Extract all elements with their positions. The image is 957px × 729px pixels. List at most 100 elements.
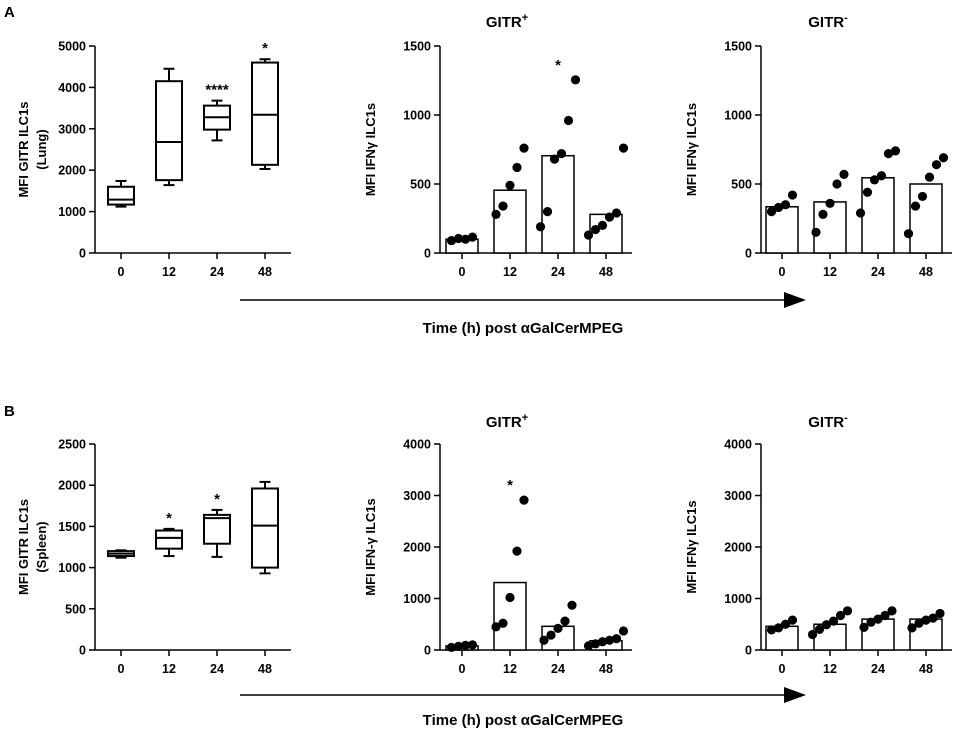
chart-a1-box-iqr [107, 185, 135, 206]
chart-b1-box-iqr [251, 487, 279, 569]
chart-b3-data-point [859, 622, 869, 632]
chart-a3-y-label: MFI IFNγ ILC1s [684, 103, 699, 196]
chart-b2-y-tick-label: 4000 [403, 438, 431, 452]
chart-a1-box-iqr [251, 61, 279, 166]
chart-b3-title: GITR- [808, 412, 848, 431]
chart-a2-data-point [611, 208, 622, 218]
chart-b2-data-point [453, 641, 464, 651]
chart-b2-y-tick-label: 1000 [403, 592, 431, 606]
chart-a2-data-point [491, 209, 501, 219]
chart-a1-significance: * [262, 40, 268, 57]
chart-a3-y-tick-label: 0 [745, 247, 752, 261]
chart-a2-data-point [604, 212, 615, 222]
chart-a3-data-point [787, 190, 798, 200]
chart-b1-box [251, 480, 279, 575]
chart-b3-data-point [880, 610, 890, 621]
chart-b1-x-tick-label: 24 [210, 662, 224, 676]
chart-b1-x-tick-label: 48 [258, 662, 272, 676]
chart-b3-data-point [907, 623, 917, 633]
chart-a1-y-tick-label: 3000 [58, 122, 86, 136]
time-axis-label-a: Time (h) post αGalCerMPEG [423, 320, 624, 337]
chart-b2-data-point [505, 592, 515, 603]
chart-a2-x-tick-label: 0 [459, 265, 466, 279]
chart-a2-data-point [583, 230, 594, 240]
chart-b2-data-point [491, 622, 501, 632]
chart-b1-y-label: (Spleen) [34, 521, 49, 572]
chart-b3-data-point [921, 615, 931, 625]
chart-a1-box [107, 179, 135, 208]
chart-a3-data-point [818, 209, 828, 219]
chart-a3-data-point [869, 175, 880, 185]
chart-a1-x-tick-label: 12 [162, 265, 176, 279]
chart-b3-data-point [766, 625, 777, 635]
chart-a3-data-point [883, 149, 894, 159]
chart-a1-y-tick-label: 2000 [58, 164, 86, 178]
chart-a1-significance: **** [205, 82, 229, 99]
chart-a3-data-point [903, 229, 914, 239]
chart-b2-x-tick-label: 0 [459, 662, 466, 676]
chart-b1-box [107, 549, 135, 559]
chart-a3-x-tick-label: 48 [919, 265, 933, 279]
chart-a3-data-point [910, 201, 921, 211]
chart-a1-box [203, 99, 231, 142]
chart-a2-bar [493, 189, 527, 254]
chart-a2-significance: * [555, 57, 561, 74]
chart-a1-y-label: (Lung) [34, 129, 49, 169]
chart-a3-data-point [839, 169, 849, 179]
chart-b2-significance: * [507, 477, 513, 494]
chart-a3: 0 500 1000 1500 0 12 24 48 MFI IFNγ ILC1s GITR- [684, 12, 952, 279]
chart-b3-x-tick-label: 48 [919, 662, 933, 676]
chart-b1-box [155, 527, 183, 558]
chart-a1-x-tick-label: 48 [258, 265, 272, 279]
chart-a2-x-tick-label: 24 [551, 265, 565, 279]
chart-b2-data-point [446, 642, 457, 653]
chart-b2-data-point [560, 616, 570, 626]
chart-b2-y-tick-label: 0 [424, 644, 431, 658]
chart-b1-significance: * [214, 491, 220, 508]
chart-b2-data-point [590, 639, 601, 649]
chart-a1-box [155, 67, 183, 187]
chart-a2-y-tick-label: 1000 [403, 109, 431, 123]
chart-b1-box-iqr [203, 513, 231, 545]
chart-a2-data-point [597, 220, 608, 230]
chart-b3-data-point [835, 610, 846, 621]
chart-a3-data-point [825, 198, 835, 208]
chart-b3-data-point [773, 623, 784, 633]
chart-b3-y-tick-label: 3000 [724, 489, 752, 503]
chart-b1-x-tick-label: 0 [118, 662, 125, 676]
chart-a3-bar [813, 201, 847, 254]
chart-a3-y-tick-label: 500 [731, 178, 752, 192]
chart-b3-data-point [828, 616, 839, 626]
chart-a1-box [251, 58, 279, 170]
panel-label-a: A [4, 4, 15, 21]
chart-b2: 0 1000 2000 3000 4000 0 12 24 48 MFI IFN-γ ILC1s G… [363, 412, 632, 676]
chart-b1-y-tick-label: 500 [65, 602, 86, 616]
chart-b2-data-point [498, 618, 508, 628]
chart-a2-y-tick-label: 0 [424, 247, 431, 261]
chart-a1-y-tick-label: 1000 [58, 205, 86, 219]
chart-a2-data-point [498, 201, 508, 211]
chart-b3-y-tick-label: 0 [745, 644, 752, 658]
chart-b3-y-tick-label: 2000 [724, 541, 752, 555]
chart-b1-y-tick-label: 1500 [58, 520, 86, 534]
chart-b2-x-tick-label: 12 [503, 662, 517, 676]
chart-a3-data-point [924, 172, 935, 182]
chart-b1-box [203, 508, 231, 558]
chart-a3-data-point [876, 171, 887, 181]
chart-b2-x-tick-label: 48 [599, 662, 613, 676]
chart-b2-title: GITR+ [486, 412, 528, 431]
chart-a1-x-tick-label: 24 [210, 265, 224, 279]
chart-b3-y-tick-label: 4000 [724, 438, 752, 452]
panel-label-b: B [4, 403, 15, 420]
chart-a3-x-tick-label: 0 [779, 265, 786, 279]
chart-b2-data-point [460, 640, 471, 650]
chart-b3-y-label: MFI IFNγ ILC1s [684, 500, 699, 593]
chart-b2-data-point [512, 546, 522, 556]
chart-a2-data-point [542, 207, 553, 217]
chart-a3-bar [909, 183, 943, 254]
chart-b2-y-label: MFI IFN-γ ILC1s [363, 498, 378, 596]
chart-b2-y-tick-label: 2000 [403, 541, 431, 555]
chart-a2-data-point [556, 149, 567, 159]
time-arrow-b-head [784, 687, 806, 703]
